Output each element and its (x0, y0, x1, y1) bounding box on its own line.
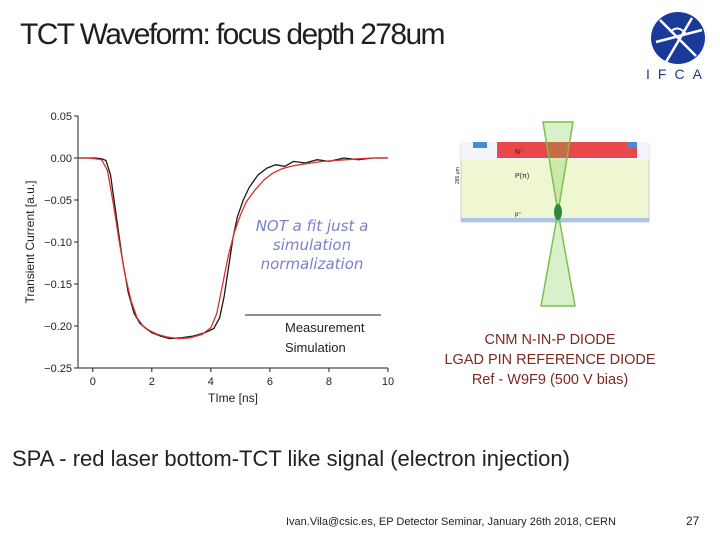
n-plus-label: N⁺ (515, 149, 524, 156)
x-tick-label: 6 (267, 376, 273, 388)
x-tick-label: 4 (208, 376, 214, 388)
ifca-logo: IFCA (642, 6, 714, 88)
ifca-logo-icon (651, 12, 705, 64)
logo-text: IFCA (646, 66, 710, 82)
legend-entry-measurement: Measurement (285, 320, 365, 335)
y-tick-label: −0.10 (44, 237, 72, 249)
metal-contact-left (473, 142, 487, 148)
series-line-measurement (78, 157, 388, 340)
page-number: 27 (686, 514, 700, 528)
caption-line-2: LGAD PIN REFERENCE DIODE (444, 352, 656, 368)
diode-illustration: N⁺ P(π) p⁺ 285 µm (455, 121, 650, 307)
slide-title: TCT Waveform: focus depth 278um (20, 18, 446, 51)
y-tick-label: −0.15 (44, 279, 72, 291)
y-tick-label: −0.05 (44, 195, 72, 207)
x-tick-label: 0 (90, 376, 96, 388)
x-axis-label: TIme [ns] (208, 391, 258, 405)
tct-waveform-chart: 0.05 0.00 −0.05 −0.10 −0.15 −0.20 −0.25 0 2 4 6 8 10… (23, 111, 394, 405)
y-tick-label: −0.20 (44, 321, 72, 333)
thickness-label: 285 µm (455, 167, 461, 184)
y-tick-label: 0.00 (51, 153, 72, 165)
p-plus-layer (461, 218, 649, 222)
laser-beam-lower (540, 211, 576, 307)
legend-box (245, 314, 385, 362)
legend-entry-simulation: Simulation (285, 340, 346, 355)
diode-caption: CNM N-IN-P DIODE LGAD PIN REFERENCE DIOD… (410, 330, 690, 390)
slide-subtitle: SPA - red laser bottom-TCT like signal (… (12, 446, 570, 471)
y-tick-label: 0.05 (51, 111, 72, 123)
y-axis-label: Transient Current [a.u.] (23, 181, 37, 304)
x-tick-label: 8 (326, 376, 332, 388)
metal-contact-right (627, 142, 637, 148)
x-tick-label: 2 (149, 376, 155, 388)
y-tick-label: −0.25 (44, 363, 72, 375)
laser-focus-spot (554, 204, 562, 220)
caption-line-3: Ref - W9F9 (500 V bias) (471, 372, 629, 388)
laser-beam-upper (542, 121, 574, 213)
annotation-line: simulation (273, 236, 351, 254)
p-pi-label: P(π) (515, 173, 529, 180)
slide-footer: Ivan.Vila@csic.es, EP Detector Seminar, … (286, 516, 616, 528)
p-plus-label: p⁺ (515, 211, 522, 218)
n-plus-implant (497, 142, 637, 158)
caption-line-1: CNM N-IN-P DIODE (484, 332, 616, 348)
annotation-line: normalization (261, 255, 364, 273)
x-tick-label: 10 (382, 376, 394, 388)
series-line-simulation (78, 157, 388, 340)
simulation-annotation: NOT a fit just a simulation normalization (256, 217, 369, 273)
annotation-line: NOT a fit just a (256, 217, 369, 235)
